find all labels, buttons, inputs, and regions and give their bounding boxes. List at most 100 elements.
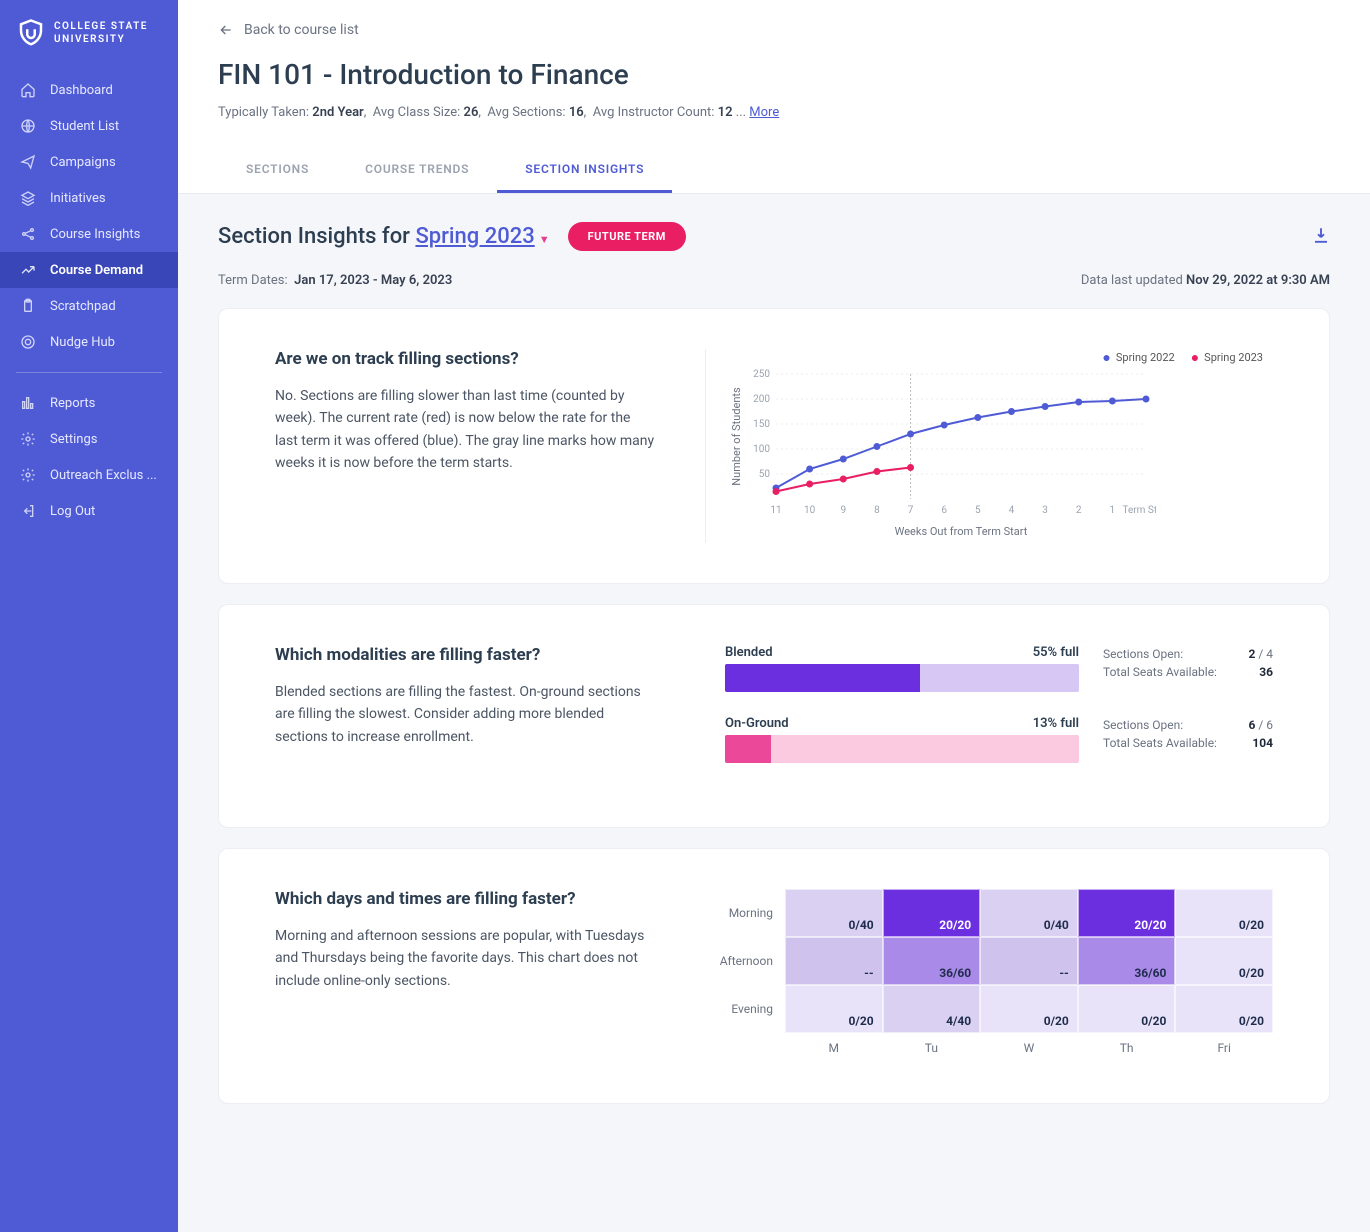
card-modalities: Which modalities are filling faster? Ble… xyxy=(218,604,1330,828)
line-chart-svg: 501001502002501110987654321Term StartWee… xyxy=(726,349,1156,539)
heatmap-cell: 0/20 xyxy=(1175,937,1273,985)
sidebar-item-label: Reports xyxy=(50,396,95,411)
card-fill-tracking: Are we on track filling sections? No. Se… xyxy=(218,308,1330,584)
card3-title: Which days and times are filling faster? xyxy=(275,889,655,909)
sidebar-item-label: Nudge Hub xyxy=(50,335,115,350)
heatmap-cell: 36/60 xyxy=(1078,937,1176,985)
sidebar-item-label: Course Insights xyxy=(50,227,140,242)
download-button[interactable] xyxy=(1312,226,1330,248)
sidebar-item-reports[interactable]: Reports xyxy=(0,385,178,421)
heatmap-cell: 0/20 xyxy=(1175,985,1273,1033)
heatmap-cell: 0/20 xyxy=(1175,889,1273,937)
sidebar-item-dashboard[interactable]: Dashboard xyxy=(0,72,178,108)
insights-title-prefix: Section Insights for xyxy=(218,224,415,249)
heatmap-rowlabel: Morning xyxy=(705,889,785,937)
card2-body: Blended sections are filling the fastest… xyxy=(275,681,655,748)
svg-text:7: 7 xyxy=(908,505,914,516)
trend-icon xyxy=(20,262,36,278)
insights-header: Section Insights for Spring 2023 ▼ FUTURE… xyxy=(218,222,1330,251)
chart-legend: Spring 2022 Spring 2023 xyxy=(1102,349,1263,366)
heatmap-cell: 4/40 xyxy=(883,985,981,1033)
heatmap-rowlabel: Afternoon xyxy=(705,937,785,985)
tab-section-insights[interactable]: SECTION INSIGHTS xyxy=(497,148,672,193)
modality-stats: Sections Open:6 / 6 Total Seats Availabl… xyxy=(1103,716,1273,752)
sidebar-item-nudge-hub[interactable]: Nudge Hub xyxy=(0,324,178,360)
svg-text:Weeks Out from Term Start: Weeks Out from Term Start xyxy=(895,525,1028,538)
brand-shield-icon xyxy=(16,18,46,48)
sidebar: COLLEGE STATE UNIVERSITY Dashboard Studen… xyxy=(0,0,178,1232)
download-icon xyxy=(1312,226,1330,244)
sidebar-item-label: Dashboard xyxy=(50,83,113,98)
svg-text:8: 8 xyxy=(874,505,880,516)
nav-divider xyxy=(16,372,162,373)
back-link-label: Back to course list xyxy=(244,22,359,38)
course-metadata: Typically Taken: 2nd Year, Avg Class Siz… xyxy=(218,105,1330,120)
sidebar-item-course-insights[interactable]: Course Insights xyxy=(0,216,178,252)
card1-title: Are we on track filling sections? xyxy=(275,349,655,369)
sidebar-item-initiatives[interactable]: Initiatives xyxy=(0,180,178,216)
sidebar-item-label: Course Demand xyxy=(50,263,143,278)
tab-sections[interactable]: SECTIONS xyxy=(218,148,337,193)
svg-text:2: 2 xyxy=(1076,505,1082,516)
heatmap-collabel: Tu xyxy=(883,1033,981,1063)
sidebar-item-settings[interactable]: Settings xyxy=(0,421,178,457)
metadata-more-link[interactable]: More xyxy=(749,105,779,120)
sidebar-item-course-demand[interactable]: Course Demand xyxy=(0,252,178,288)
sidebar-item-label: Log Out xyxy=(50,504,95,519)
brand: COLLEGE STATE UNIVERSITY xyxy=(0,18,178,72)
sidebar-item-student-list[interactable]: Student List xyxy=(0,108,178,144)
arrow-left-icon xyxy=(218,22,234,38)
svg-text:3: 3 xyxy=(1042,505,1048,516)
chevron-down-icon: ▼ xyxy=(539,233,550,246)
modality-stats: Sections Open:2 / 4 Total Seats Availabl… xyxy=(1103,645,1273,681)
modality-bar xyxy=(725,735,1079,763)
sidebar-item-campaigns[interactable]: Campaigns xyxy=(0,144,178,180)
home-icon xyxy=(20,82,36,98)
nav-primary: Dashboard Student List Campaigns Initiative… xyxy=(0,72,178,360)
globe-icon xyxy=(20,118,36,134)
sidebar-item-outreach-exclus-[interactable]: Outreach Exclus ... xyxy=(0,457,178,493)
term-select[interactable]: Spring 2023 xyxy=(415,224,534,249)
bar-icon xyxy=(20,395,36,411)
tab-course-trends[interactable]: COURSE TRENDS xyxy=(337,148,497,193)
future-term-badge: FUTURE TERM xyxy=(568,222,686,251)
legend-item-spring2023: Spring 2023 xyxy=(1191,349,1263,366)
heatmap-rowlabel: Evening xyxy=(705,985,785,1033)
gear-icon xyxy=(20,467,36,483)
heatmap-cell: 36/60 xyxy=(883,937,981,985)
modality-on-ground: On-Ground13% full Sections Open:6 / 6 To… xyxy=(725,716,1273,763)
sidebar-item-label: Settings xyxy=(50,432,97,447)
card3-body: Morning and afternoon sessions are popul… xyxy=(275,925,655,992)
modality-bar xyxy=(725,664,1079,692)
back-link[interactable]: Back to course list xyxy=(218,22,1330,38)
sidebar-item-label: Campaigns xyxy=(50,155,116,170)
logout-icon xyxy=(20,503,36,519)
heatmap-cell: 0/20 xyxy=(1078,985,1176,1033)
sidebar-item-label: Outreach Exclus ... xyxy=(50,468,157,483)
heatmap-cell: 20/20 xyxy=(883,889,981,937)
svg-text:Term Start: Term Start xyxy=(1123,505,1156,516)
svg-text:11: 11 xyxy=(770,505,781,516)
svg-text:10: 10 xyxy=(804,505,816,516)
svg-text:Number of Students: Number of Students xyxy=(730,387,743,486)
send-icon xyxy=(20,154,36,170)
heatmap-collabel: Fri xyxy=(1175,1033,1273,1063)
heatmap-cell: 0/40 xyxy=(785,889,883,937)
gear-icon xyxy=(20,431,36,447)
sidebar-item-scratchpad[interactable]: Scratchpad xyxy=(0,288,178,324)
dates-row: Term Dates: Jan 17, 2023 - May 6, 2023 D… xyxy=(218,273,1330,288)
content: Section Insights for Spring 2023 ▼ FUTURE… xyxy=(178,194,1370,1232)
legend-item-spring2022: Spring 2022 xyxy=(1102,349,1174,366)
svg-text:5: 5 xyxy=(975,505,981,516)
sidebar-item-log-out[interactable]: Log Out xyxy=(0,493,178,529)
svg-text:4: 4 xyxy=(1009,505,1015,516)
heatmap-collabel: W xyxy=(980,1033,1078,1063)
brand-line1: COLLEGE STATE xyxy=(54,20,148,33)
share-icon xyxy=(20,226,36,242)
layers-icon xyxy=(20,190,36,206)
heatmap: Morning0/4020/200/4020/200/20Afternoon--… xyxy=(705,889,1273,1063)
svg-text:6: 6 xyxy=(941,505,947,516)
svg-text:9: 9 xyxy=(840,505,846,516)
heatmap-collabel: M xyxy=(785,1033,883,1063)
modality-blended: Blended55% full Sections Open:2 / 4 Tota… xyxy=(725,645,1273,692)
